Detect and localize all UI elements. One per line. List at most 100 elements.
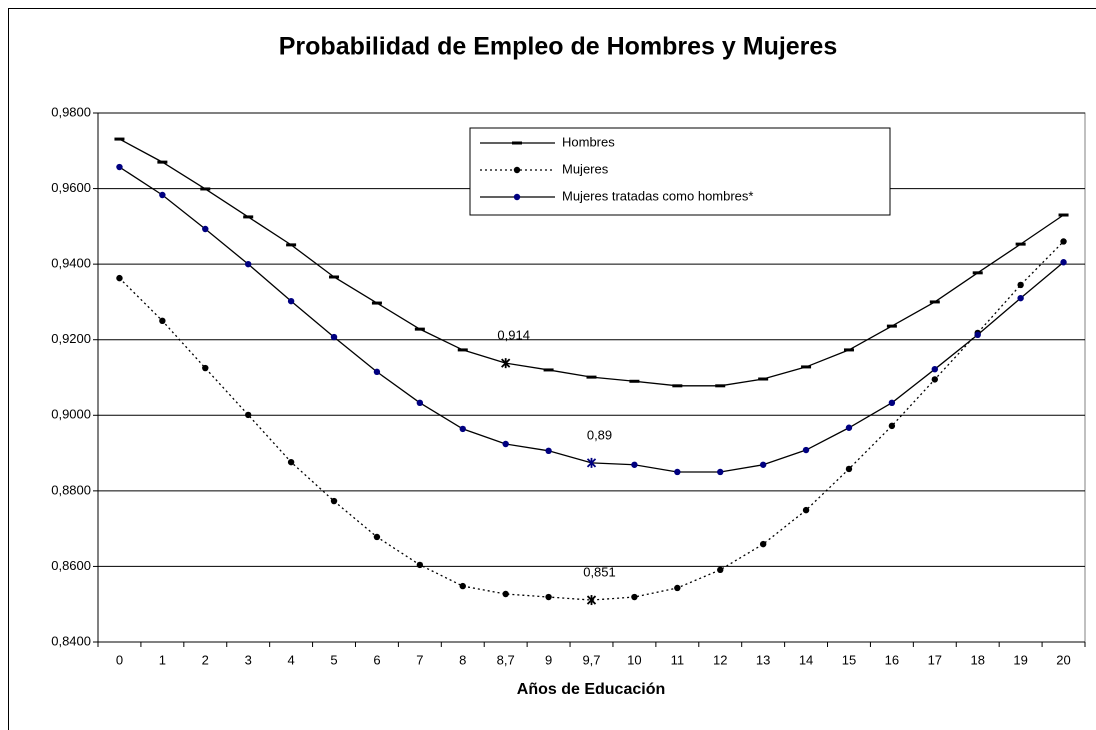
- marker: [159, 191, 166, 199]
- x-tick-label: 5: [330, 652, 337, 667]
- marker: [586, 375, 597, 379]
- marker: [631, 593, 638, 601]
- marker: [929, 300, 940, 304]
- marker: [330, 497, 338, 505]
- marker: [631, 461, 638, 468]
- marker: [457, 348, 468, 352]
- marker: [674, 468, 681, 476]
- y-tick-label: 0,9600: [51, 180, 91, 195]
- data-label: 0,89: [587, 427, 612, 442]
- marker: [202, 225, 209, 233]
- x-tick-label: 17: [928, 652, 942, 667]
- marker: [543, 368, 554, 372]
- x-tick-label: 6: [373, 652, 380, 667]
- x-tick-label: 16: [885, 652, 899, 667]
- marker: [502, 590, 509, 598]
- marker: [373, 533, 381, 541]
- x-tick-label: 7: [416, 652, 423, 667]
- marker: [502, 440, 509, 448]
- marker: [674, 584, 681, 592]
- marker: [545, 593, 552, 601]
- marker: [1060, 259, 1067, 266]
- x-tick-label: 19: [1013, 652, 1027, 667]
- marker: [974, 331, 981, 339]
- marker: [200, 187, 211, 191]
- y-tick-label: 0,9000: [51, 407, 91, 422]
- marker: [672, 384, 683, 388]
- x-tick-label: 1: [159, 652, 166, 667]
- marker: [243, 215, 254, 219]
- marker: [802, 446, 810, 454]
- marker: [801, 365, 812, 369]
- data-label: 0,914: [497, 328, 530, 343]
- marker: [416, 399, 424, 407]
- x-tick-label: 18: [970, 652, 984, 667]
- marker: [329, 275, 340, 279]
- marker: [717, 566, 724, 574]
- x-tick-label: 9,7: [582, 652, 600, 667]
- marker: [931, 365, 939, 373]
- marker: [330, 333, 338, 341]
- marker: [501, 358, 511, 369]
- marker: [586, 457, 597, 468]
- x-tick-label: 13: [756, 652, 770, 667]
- y-tick-label: 0,8800: [51, 482, 91, 497]
- marker: [586, 595, 597, 606]
- marker: [1017, 281, 1024, 289]
- marker: [758, 377, 769, 381]
- chart-title: Probabilidad de Empleo de Hombres y Muje…: [279, 33, 837, 61]
- marker: [157, 160, 168, 164]
- marker: [1060, 238, 1067, 245]
- marker: [459, 425, 466, 433]
- marker: [116, 163, 123, 171]
- x-tick-label: 3: [245, 652, 252, 667]
- marker: [715, 384, 726, 388]
- data-label: 0,851: [583, 564, 616, 579]
- marker: [1015, 242, 1026, 246]
- marker: [759, 461, 767, 468]
- marker: [414, 327, 425, 331]
- marker: [159, 317, 166, 325]
- x-axis-title: Años de Educación: [517, 681, 665, 698]
- x-tick-label: 2: [202, 652, 209, 667]
- y-tick-label: 0,9800: [51, 104, 91, 119]
- marker: [629, 379, 640, 383]
- marker: [759, 540, 767, 548]
- y-tick-label: 0,9200: [51, 331, 91, 346]
- marker: [371, 301, 382, 305]
- legend-marker: [513, 166, 521, 174]
- marker: [373, 368, 381, 376]
- x-tick-label: 20: [1056, 652, 1070, 667]
- marker: [545, 447, 552, 455]
- marker: [717, 468, 724, 476]
- legend-marker: [512, 141, 522, 145]
- marker: [287, 458, 295, 466]
- x-tick-label: 10: [627, 652, 641, 667]
- legend-label: Hombres: [562, 134, 615, 149]
- marker: [286, 243, 297, 247]
- marker: [416, 561, 424, 569]
- x-tick-label: 12: [713, 652, 727, 667]
- marker: [931, 376, 939, 383]
- x-tick-label: 8: [459, 652, 466, 667]
- marker: [888, 422, 896, 430]
- marker: [1058, 213, 1069, 217]
- marker: [116, 274, 123, 282]
- x-tick-label: 15: [842, 652, 856, 667]
- marker: [886, 324, 897, 328]
- y-tick-label: 0,8400: [51, 633, 91, 648]
- marker: [972, 271, 983, 275]
- marker: [1017, 294, 1024, 302]
- marker: [114, 137, 125, 141]
- x-tick-label: 0: [116, 652, 123, 667]
- marker: [845, 424, 853, 431]
- marker: [459, 582, 466, 590]
- y-tick-label: 0,8600: [51, 558, 91, 573]
- marker: [287, 297, 295, 305]
- x-tick-label: 11: [671, 652, 685, 667]
- marker: [802, 506, 810, 514]
- legend-label: Mujeres tratadas como hombres*: [562, 188, 753, 203]
- marker: [202, 364, 209, 372]
- y-tick-label: 0,9400: [51, 256, 91, 271]
